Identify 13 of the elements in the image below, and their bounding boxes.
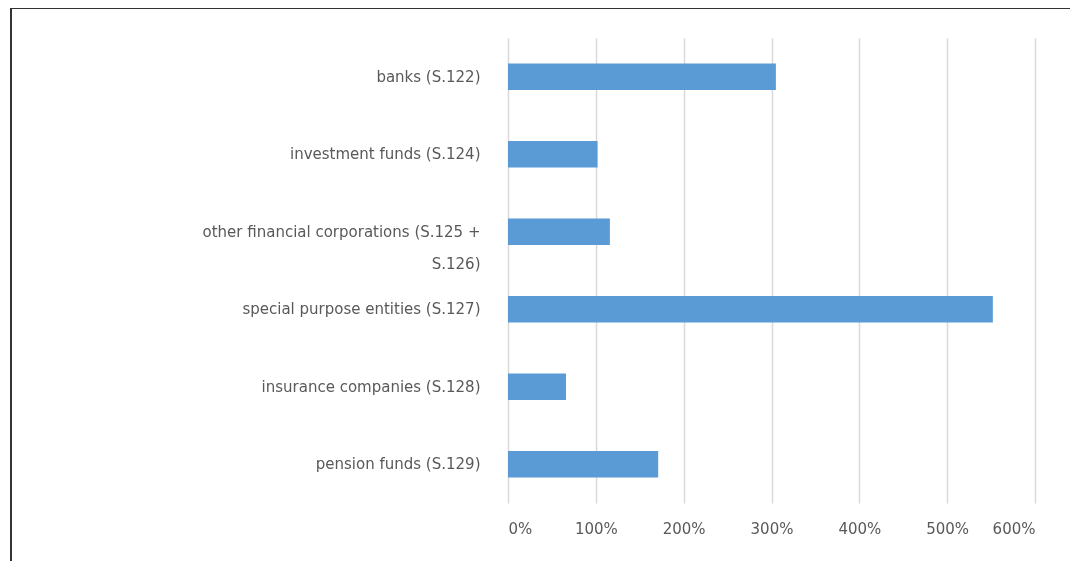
y-tick-label: insurance companies (S.128) — [261, 377, 481, 396]
x-tick-label: 0% — [508, 519, 533, 538]
x-tick-label: 400% — [838, 519, 882, 538]
y-tick-label: special purpose entities (S.127) — [242, 300, 481, 319]
y-tick-label: other financial corporations (S.125 + S.126) — [202, 222, 481, 273]
y-tick-label: pension funds (S.129) — [315, 455, 481, 474]
y-tick-label: banks (S.122) — [376, 67, 481, 86]
x-tick-label: 200% — [662, 519, 706, 538]
x-tick-label: 600% — [992, 519, 1036, 538]
x-tick-label: 500% — [926, 519, 970, 538]
x-tick-label: 100% — [574, 519, 618, 538]
y-tick-label: investment funds (S.124) — [290, 145, 481, 164]
x-tick-label: 300% — [750, 519, 794, 538]
